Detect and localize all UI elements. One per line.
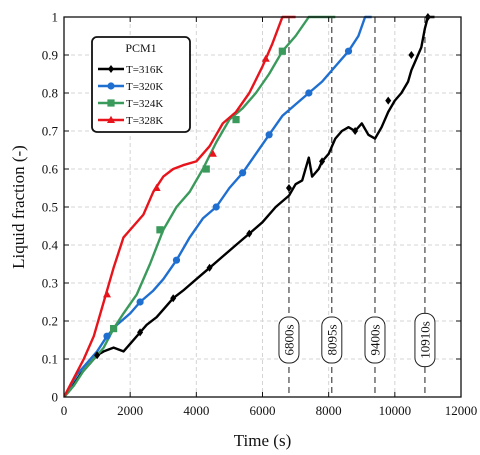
data-point (110, 325, 118, 333)
legend-marker (107, 82, 115, 90)
series-line-t-324k (64, 15, 336, 397)
reference-label-text: 9400s (367, 324, 382, 355)
x-tick-label: 6000 (250, 403, 276, 418)
data-point (136, 298, 144, 306)
reference-label-box (414, 312, 436, 368)
x-tick-label: 12000 (445, 403, 478, 418)
legend-marker (107, 115, 115, 123)
x-tick-label: 10000 (379, 403, 412, 418)
y-tick-label: 0.4 (42, 238, 59, 253)
x-tick-label: 8000 (316, 403, 342, 418)
legend-title: PCM1 (125, 41, 156, 55)
data-point (103, 332, 111, 340)
data-point (152, 183, 161, 191)
y-tick-label: 0.5 (42, 200, 58, 215)
series-line-t-320k (64, 15, 372, 397)
y-tick-label: 0.9 (42, 48, 58, 63)
y-tick-label: 1 (52, 10, 59, 25)
reference-label-box (321, 316, 343, 364)
data-point (103, 290, 112, 298)
x-tick-label: 2000 (117, 403, 143, 418)
data-point (156, 226, 164, 234)
x-tick-label: 4000 (183, 403, 209, 418)
data-point (408, 51, 415, 59)
data-point (385, 96, 392, 105)
legend-label: T=328K (126, 115, 163, 127)
legend-label: T=324K (126, 98, 163, 110)
legend-box (91, 36, 191, 133)
legend-marker (108, 65, 114, 73)
data-point (305, 89, 313, 97)
reference-line-label: 8095s (321, 316, 343, 364)
reference-line-label: 10910s (414, 312, 436, 368)
reference-label-text: 10910s (417, 321, 432, 359)
y-tick-label: 0.7 (42, 124, 59, 139)
data-point (246, 229, 253, 238)
data-point (261, 54, 270, 62)
reference-label-box (364, 316, 386, 364)
series-line-t-316k (64, 15, 435, 397)
data-point (137, 328, 144, 337)
reference-label-text: 8095s (324, 324, 339, 355)
x-axis-title: Time (s) (234, 431, 291, 450)
reference-line-label: 6800s (278, 316, 300, 364)
data-point (285, 184, 292, 192)
series-line-t-328k (64, 15, 296, 397)
data-point (265, 131, 273, 139)
y-tick-label: 0 (52, 390, 59, 405)
data-point (170, 294, 177, 303)
reference-line-label: 9400s (364, 316, 386, 364)
legend-label: T=316K (126, 64, 163, 76)
data-point (94, 351, 101, 360)
data-point (344, 47, 353, 55)
data-point (232, 116, 240, 124)
y-tick-label: 0.8 (42, 86, 58, 101)
legend-label: T=320K (126, 81, 163, 93)
y-tick-label: 0.3 (42, 276, 58, 291)
data-point (172, 256, 181, 264)
x-tick-label: 0 (61, 403, 68, 418)
data-point (208, 149, 217, 157)
data-point (239, 169, 247, 177)
reference-label-text: 6800s (281, 324, 296, 355)
y-axis-title: Liquid fraction (-) (9, 145, 28, 269)
data-point (278, 47, 286, 55)
data-point (202, 165, 210, 173)
data-point (206, 263, 213, 272)
y-tick-label: 0.1 (42, 352, 58, 367)
data-point (212, 203, 220, 211)
y-tick-label: 0.2 (42, 314, 58, 329)
y-tick-label: 0.6 (42, 162, 59, 177)
data-point (352, 127, 359, 135)
data-point (319, 157, 326, 166)
reference-label-box (278, 316, 300, 364)
legend-marker (107, 99, 115, 107)
